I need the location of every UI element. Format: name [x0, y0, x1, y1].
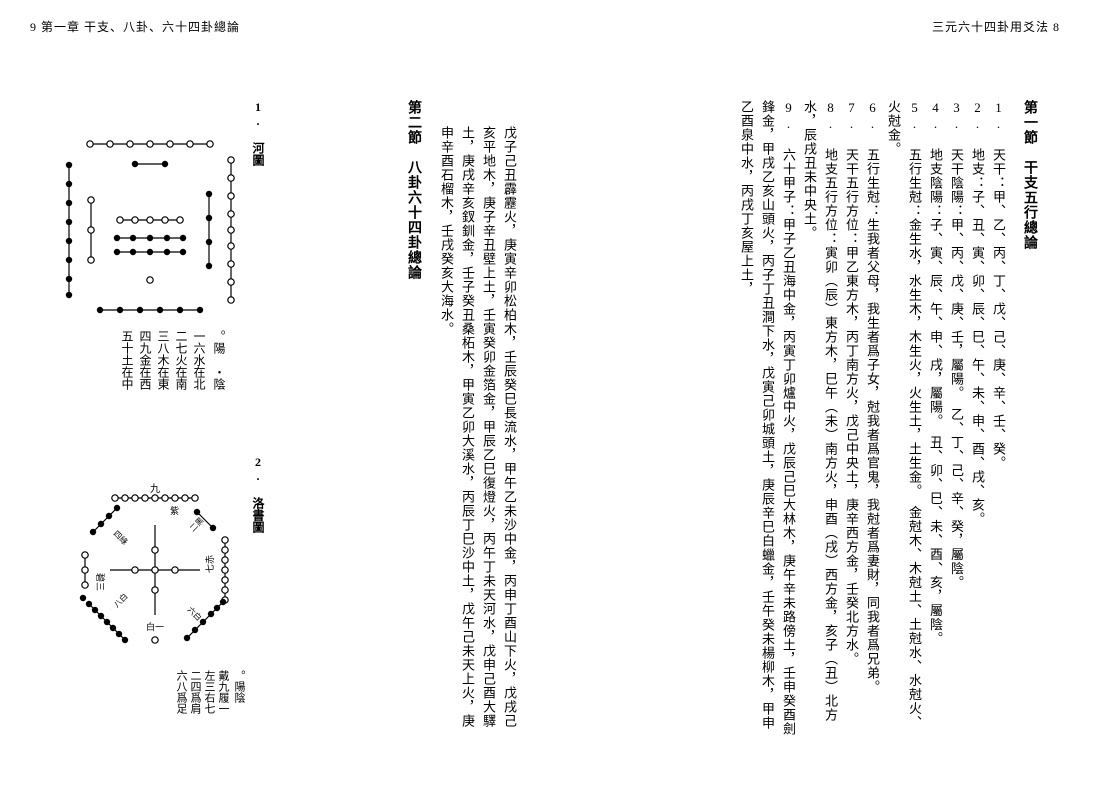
- section-2-title: 第二節 八卦六十四卦總論: [403, 100, 424, 740]
- item-6: 6. 五行生尅：生我者父母，我生者爲子女，尅我者爲官鬼，我尅者爲妻財，同我者爲兄…: [862, 100, 883, 740]
- luoshu-line-4: 六八爲足: [172, 670, 190, 714]
- luoshu-diagram: 九 紫 白一 碧三 七赤 四綠 二黑 八白 六白: [65, 480, 245, 660]
- hetu-line-3: 三八木在東: [154, 330, 172, 390]
- item-8: 8. 地支五行方位：寅卯（辰）東方木，巳午（未）南方火，申酉（戌）西方金，亥子（…: [799, 100, 841, 740]
- svg-text:九: 九: [150, 483, 160, 495]
- running-head-left: 9 第一章 干支、八卦、六十四卦總論: [30, 18, 240, 35]
- hetu-caption: 1. 河圖: [250, 100, 267, 166]
- item-2: 2. 地支：子、丑、寅、卯、辰、巳、午、未、申、酉、戌、亥。: [967, 100, 988, 740]
- hetu-line-1: 一六水在北: [190, 330, 208, 390]
- item-7: 7. 天干五行方位：甲乙東方木，丙丁南方火，戊己中央土，庚辛西方金，壬癸北方水。: [841, 100, 862, 740]
- svg-text:八白: 八白: [111, 591, 129, 609]
- hetu-line-2: 二七火在南: [172, 330, 190, 390]
- hetu-line-5: 五十土在中: [118, 330, 136, 390]
- item-3: 3. 天干陰陽：甲、丙、戊、庚、壬，屬陽。 乙、丁、己、辛、癸，屬陰。: [946, 100, 967, 740]
- item-5: 5. 五行生尅：金生水，水生木，木生火，火生土，土生金。 金尅木、木尅土、土尅水…: [883, 100, 925, 740]
- svg-text:白一: 白一: [146, 621, 164, 632]
- page-9: 9 第一章 干支、八卦、六十四卦總論 戊子己丑霹靂火，庚寅辛卯松柏木，壬辰癸巳長…: [0, 0, 550, 790]
- jiazi-continuation: 戊子己丑霹靂火，庚寅辛卯松柏木，壬辰癸巳長流水，甲午乙未沙中金，丙申丁酉山下火，…: [300, 100, 520, 740]
- section-1-title: 第一節 干支五行總論: [1019, 100, 1040, 740]
- right-page-text: 第一節 干支五行總論 1. 天干：甲、乙、丙、丁、戊、己、庚、辛、壬、癸。 2.…: [736, 100, 1040, 740]
- hetu-line-4: 四九金在西: [136, 330, 154, 390]
- svg-text:四綠: 四綠: [112, 528, 130, 546]
- luoshu-caption: 2. 洛書圖: [250, 455, 267, 533]
- luoshu-yinyang-key: 。陽陰: [230, 670, 248, 703]
- svg-text:紫: 紫: [170, 506, 179, 516]
- svg-text:七赤: 七赤: [205, 555, 215, 573]
- hetu-diagram: [55, 130, 245, 330]
- svg-text:碧三: 碧三: [95, 573, 106, 591]
- page-8: 三元六十四卦用爻法 8 第一節 干支五行總論 1. 天干：甲、乙、丙、丁、戊、己…: [550, 0, 1100, 790]
- item-1: 1. 天干：甲、乙、丙、丁、戊、己、庚、辛、壬、癸。: [988, 100, 1009, 740]
- hetu-yinyang-key: 。陽 ・陰: [210, 330, 228, 390]
- item-4: 4. 地支陰陽：子、寅、辰、午、申、戌，屬陽。 丑、卯、巳、未、酉、亥，屬陰。: [925, 100, 946, 740]
- running-head-right: 三元六十四卦用爻法 8: [932, 18, 1060, 35]
- hetu-top-7: [87, 141, 213, 147]
- jiazi-cont-text: 戊子己丑霹靂火，庚寅辛卯松柏木，壬辰癸巳長流水，甲午乙未沙中金，丙申丁酉山下火，…: [436, 126, 520, 740]
- item-9: 9. 六十甲子：甲子乙丑海中金，丙寅丁卯爐中火，戊辰己巳大林木，庚午辛未路傍土，…: [736, 100, 799, 740]
